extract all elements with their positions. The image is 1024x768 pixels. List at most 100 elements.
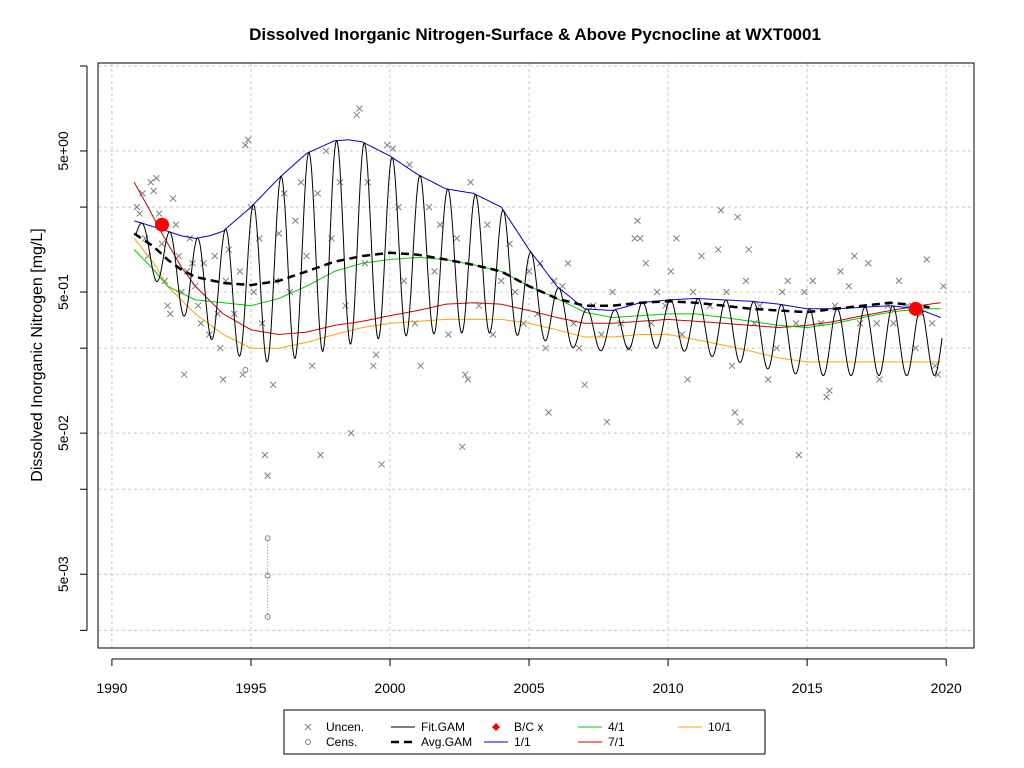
uncensored-point <box>520 319 527 327</box>
uncensored-point <box>912 344 919 352</box>
x-mark-stroke <box>150 187 157 195</box>
chart-title: Dissolved Inorganic Nitrogen-Surface & A… <box>249 25 821 44</box>
x-mark-stroke <box>242 141 249 149</box>
x-mark-stroke <box>745 246 753 253</box>
uncensored-point <box>197 319 205 327</box>
x-mark-stroke <box>153 174 160 182</box>
avg-gam-line <box>133 232 930 314</box>
uncensored-point <box>475 302 483 310</box>
uncensored-point <box>876 376 883 383</box>
x-mark-stroke <box>698 252 705 260</box>
uncensored-point <box>364 178 372 186</box>
uncensored-point <box>219 376 227 383</box>
uncensored-point <box>851 252 858 260</box>
legend-item-fit: Fit.GAM <box>391 720 465 734</box>
uncensored-point <box>603 418 611 426</box>
x-mark-stroke <box>764 376 772 383</box>
x-mark-stroke <box>940 282 947 290</box>
uncensored-point <box>778 288 786 296</box>
x-mark-stroke <box>923 256 931 263</box>
x-mark-stroke <box>689 288 697 296</box>
uncensored-point <box>856 319 864 327</box>
x-mark-stroke <box>445 331 452 338</box>
x-mark-stroke <box>342 302 349 310</box>
x-mark-stroke <box>378 461 386 468</box>
x-mark-stroke <box>258 319 266 327</box>
x-mark-stroke <box>317 451 324 459</box>
uncensored-point <box>217 344 224 352</box>
x-mark-stroke <box>756 302 764 310</box>
uncensored-point <box>564 259 572 267</box>
legend-circle <box>305 739 311 745</box>
uncensored-point <box>673 235 680 242</box>
uncensored-point <box>636 235 644 242</box>
uncensored-point <box>406 161 413 168</box>
legend-item-bc: B/C x <box>492 720 543 734</box>
uncensored-point <box>200 259 208 267</box>
uncensored-point <box>317 451 324 459</box>
x-mark-stroke <box>928 319 936 327</box>
x-mark-stroke <box>347 429 355 437</box>
x-mark-stroke <box>742 277 750 285</box>
uncensored-point <box>801 288 808 296</box>
x-mark-stroke <box>217 344 224 352</box>
censored-point <box>264 572 271 579</box>
x-mark-stroke <box>155 210 163 217</box>
x-mark-stroke <box>383 141 391 149</box>
x-mark-stroke <box>731 409 739 416</box>
x-mark-stroke <box>425 203 433 211</box>
uncensored-point <box>369 362 377 370</box>
uncensored-point <box>784 277 792 285</box>
uncensored-point <box>172 221 180 229</box>
uncensored-point <box>353 111 360 119</box>
uncensored-point <box>214 310 221 318</box>
x-mark-stroke <box>826 387 833 395</box>
grid <box>98 63 974 648</box>
uncensored-point <box>717 206 725 214</box>
uncensored-point <box>458 443 466 451</box>
x-mark-stroke <box>353 111 360 119</box>
x-mark-stroke <box>634 217 641 225</box>
x-mark-stroke <box>461 371 469 378</box>
uncensored-point <box>250 288 258 296</box>
legend-diamond <box>492 723 500 731</box>
x-mark-stroke <box>369 362 377 370</box>
x-mark-stroke <box>406 161 413 168</box>
uncensored-point <box>425 203 433 211</box>
uncensored-point <box>698 252 705 260</box>
uncensored-point <box>497 277 505 285</box>
x-mark-stroke <box>475 302 483 310</box>
uncensored-point <box>525 268 533 275</box>
x-mark-stroke <box>653 288 661 296</box>
x-mark-stroke <box>180 371 188 378</box>
legend-label: Cens. <box>326 735 357 749</box>
legend-label: 4/1 <box>608 720 625 734</box>
x-mark-stroke <box>706 302 714 310</box>
uncensored-point <box>150 187 157 195</box>
legend-item-oct: 10/1 <box>678 720 732 734</box>
x-mark-stroke <box>536 259 544 267</box>
x-mark-stroke <box>636 235 644 242</box>
uncensored-point <box>575 344 583 352</box>
x-mark-stroke <box>417 362 424 370</box>
x-mark-stroke <box>734 213 741 221</box>
x-mark-stroke <box>236 268 244 275</box>
x-mark-stroke <box>581 381 589 389</box>
x-mark-stroke <box>673 235 680 242</box>
x-mark-stroke <box>364 178 372 186</box>
uncensored-point <box>873 319 881 327</box>
plot-frame <box>97 62 975 649</box>
x-mark-stroke <box>458 443 466 451</box>
uncensored-point <box>372 351 380 358</box>
x-mark-stroke <box>431 268 438 275</box>
x-mark-stroke <box>211 252 219 260</box>
x-mark-stroke <box>792 319 800 327</box>
x-mark-stroke <box>823 393 830 401</box>
x-mark-stroke <box>372 351 380 358</box>
uncensored-point <box>153 174 160 182</box>
uncensored-point <box>931 362 939 370</box>
uncensored-point <box>394 203 402 211</box>
uncensored-point <box>383 141 391 149</box>
uncensored-point <box>264 472 271 479</box>
x-mark-stroke <box>264 472 271 479</box>
